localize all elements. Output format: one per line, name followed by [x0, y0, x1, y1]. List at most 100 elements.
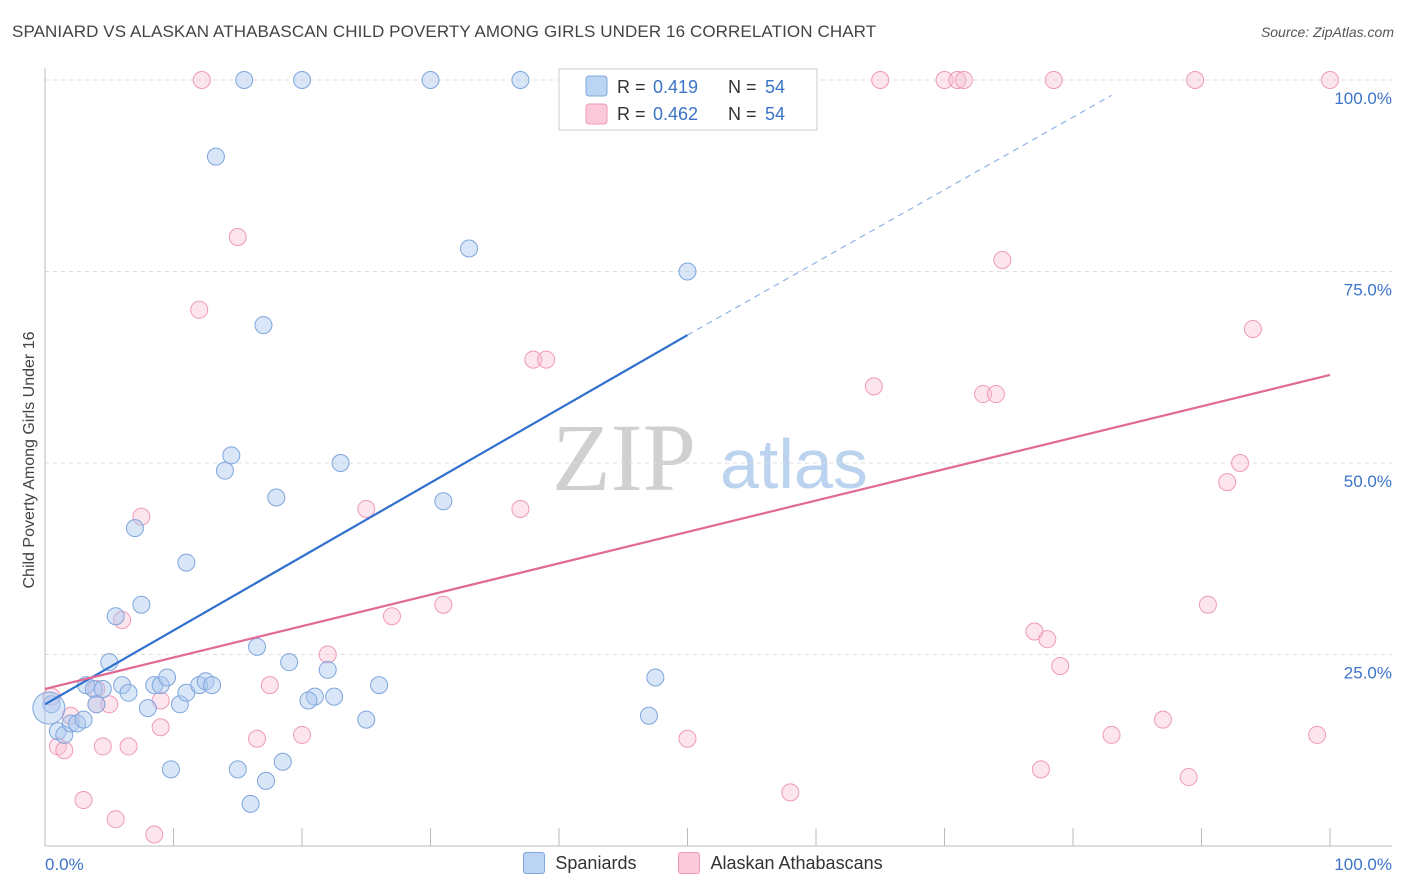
athabascan-point — [1308, 725, 1327, 744]
spaniard-point — [370, 676, 389, 695]
y-tick-label: 100.0% — [1334, 89, 1392, 108]
trend-lines — [44, 94, 1331, 706]
watermark-zip: ZIP — [552, 404, 696, 511]
spaniard-point — [138, 699, 157, 718]
athabascan-point — [1153, 710, 1172, 729]
legend-n-label-1: N = — [728, 77, 757, 97]
spaniard-point — [434, 492, 453, 511]
athabascan-point — [511, 499, 530, 518]
athabascan-point — [190, 300, 209, 319]
legend-n-label-2: N = — [728, 104, 757, 124]
spaniard-point — [161, 760, 180, 779]
athabascan-point — [1051, 656, 1070, 675]
athabascan-point — [382, 607, 401, 626]
legend-swatch-alaskan-athabascans — [585, 103, 608, 125]
athabascan-point — [1186, 71, 1205, 89]
athabascan-point — [260, 676, 279, 695]
legend-r-value-1: 0.419 — [653, 77, 698, 97]
y-tick-label: 75.0% — [1344, 281, 1392, 300]
athabascan-point — [974, 385, 993, 404]
correlation-legend: R = 0.419 N = 54 R = 0.462 N = 54 — [558, 68, 818, 131]
spaniard-point — [158, 668, 177, 687]
spaniard-point — [228, 760, 247, 779]
athabascan-point — [1218, 473, 1237, 492]
athabascan-point — [864, 377, 883, 396]
y-axis-label: Child Poverty Among Girls Under 16 — [21, 331, 38, 588]
spaniard-point — [267, 488, 286, 507]
spaniard-point — [299, 691, 318, 710]
spaniard-point — [248, 637, 267, 656]
athabascan-point — [954, 71, 973, 89]
spaniard-point — [32, 691, 66, 725]
spaniard-point — [74, 710, 93, 729]
athabascan-point — [524, 350, 543, 369]
athabascan-point — [1044, 71, 1063, 89]
spaniard-point — [357, 710, 376, 729]
spaniard-point — [511, 71, 530, 89]
spaniard-point — [113, 676, 132, 695]
spaniard-point — [318, 660, 337, 679]
athabascan-point — [293, 725, 311, 744]
athabascan-point — [192, 71, 211, 89]
spaniard-point — [55, 725, 74, 744]
athabascan-point — [1243, 319, 1262, 338]
athabascan-point — [100, 695, 119, 714]
athabascan-point — [1231, 454, 1250, 472]
spaniard-point — [293, 71, 311, 89]
spaniards-trend-line — [44, 334, 689, 706]
legend-n-value-1: 54 — [765, 77, 785, 97]
athabascan-point — [318, 645, 337, 664]
spaniard-point — [646, 668, 665, 687]
spaniard-point — [678, 262, 697, 281]
chart-title: SPANIARD VS ALASKAN ATHABASCAN CHILD POV… — [12, 22, 877, 41]
athabascan-point — [434, 595, 453, 614]
athabascan-point — [871, 71, 890, 89]
athabascan-point — [1179, 768, 1198, 787]
legend-label-spaniards: Spaniards — [555, 852, 637, 873]
athabascan-point — [1102, 725, 1121, 744]
spaniard-point — [222, 446, 241, 465]
athabascans-trend-line — [44, 373, 1331, 691]
athabascan-point — [1321, 71, 1339, 89]
spaniard-point — [170, 695, 189, 714]
axes — [44, 68, 1392, 847]
athabascan-point — [781, 783, 800, 802]
swatch-spaniards — [523, 852, 546, 874]
athabascan-point — [1198, 595, 1217, 614]
legend-item-spaniards: Spaniards — [523, 852, 636, 874]
y-tick-label: 25.0% — [1344, 664, 1392, 683]
spaniard-point — [177, 553, 196, 572]
series-spaniards — [32, 71, 697, 813]
athabascan-point — [74, 791, 93, 810]
watermark: ZIP atlas — [552, 404, 868, 511]
spaniards-trend-extension — [687, 94, 1112, 336]
legend-label-alaskan-athabascans: Alaskan Athabascans — [710, 852, 883, 873]
legend-item-alaskan-athabascans: Alaskan Athabascans — [678, 852, 883, 874]
athabascan-point — [935, 71, 954, 89]
athabascan-point — [55, 741, 74, 760]
spaniard-point — [42, 695, 61, 714]
source-label: Source: ZipAtlas.com — [1260, 24, 1394, 40]
athabascan-point — [132, 507, 151, 526]
watermark-atlas: atlas — [720, 425, 868, 503]
spaniard-point — [639, 706, 658, 725]
swatch-alaskan-athabascans — [678, 852, 701, 874]
spaniard-point — [119, 683, 138, 702]
spaniard-point — [331, 454, 350, 472]
athabascan-point — [151, 718, 170, 737]
spaniard-point — [325, 687, 344, 706]
spaniard-point — [215, 461, 234, 480]
athabascan-point — [537, 350, 556, 369]
spaniard-point — [421, 71, 440, 89]
spaniard-point — [273, 752, 292, 771]
spaniard-point — [254, 316, 273, 335]
series-alaskan-athabascans — [42, 71, 1339, 844]
spaniard-point — [280, 653, 299, 672]
gridlines — [45, 79, 1392, 655]
spaniard-point — [132, 595, 151, 614]
spaniard-point — [206, 147, 225, 166]
athabascan-point — [119, 737, 138, 756]
spaniard-point — [87, 695, 106, 714]
series-legend: Spaniards Alaskan Athabascans — [0, 852, 1406, 874]
